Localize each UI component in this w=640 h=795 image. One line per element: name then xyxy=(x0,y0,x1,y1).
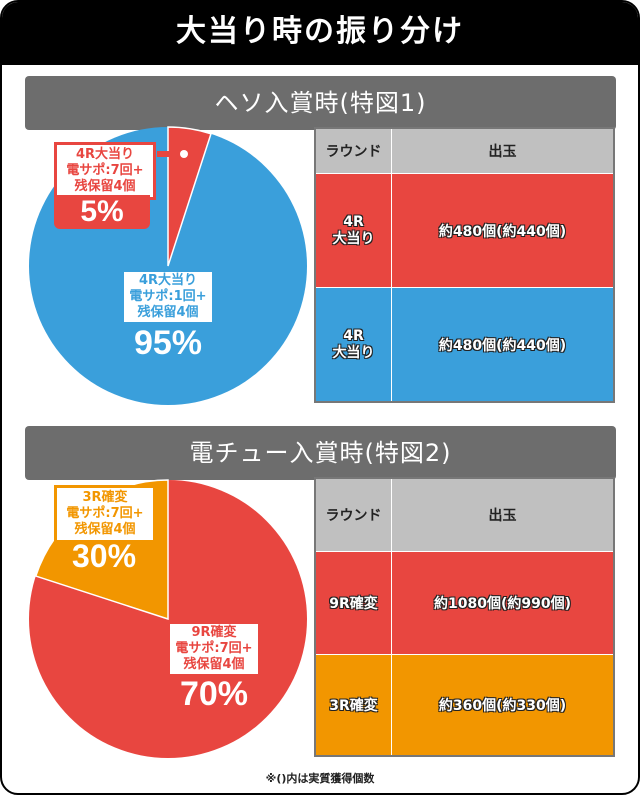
callout-line: 電サポ:7回+ xyxy=(66,506,144,521)
callout-line: 電サポ:7回+ xyxy=(66,163,144,178)
table-row: 4R 大当り 約480個(約440個) xyxy=(314,287,615,403)
col-header-payout: 出玉 xyxy=(391,127,615,174)
cell-round: 4R 大当り xyxy=(314,287,392,403)
pie-slice-4r-7kai xyxy=(167,126,212,267)
cell-round: 3R確変 xyxy=(314,654,392,757)
percent-label-5: 5% xyxy=(54,195,150,229)
payout-table-heso: ラウンド 出玉 4R 大当り 約480個(約440個) 4R 大当り 約480個… xyxy=(314,127,615,403)
section-heading-heso: ヘソ入賞時(特図1) xyxy=(25,76,616,130)
callout-line: 残保留4個 xyxy=(74,179,136,194)
callout-4r-7kai: 4R大当り 電サポ:7回+ 残保留4個 xyxy=(54,142,156,200)
cell-payout: 約1080個(約990個) xyxy=(391,551,615,655)
round-line: 大当り xyxy=(332,230,375,247)
cell-payout: 約360個(約330個) xyxy=(391,654,615,757)
leader-dot xyxy=(180,150,188,158)
round-line: 大当り xyxy=(332,344,375,361)
page-title: 大当り時の振り分け xyxy=(2,2,638,65)
callout-3r: 3R確変 電サポ:7回+ 残保留4個 xyxy=(54,485,156,543)
callout-line: 残保留4個 xyxy=(74,522,136,537)
cell-round: 4R 大当り xyxy=(314,173,392,288)
table-row: 4R 大当り 約480個(約440個) xyxy=(314,173,615,288)
footnote: ※()内は実質獲得個数 xyxy=(265,772,375,785)
round-line: 4R xyxy=(343,327,364,344)
table-header-row: ラウンド 出玉 xyxy=(314,477,615,552)
percent-label-95: 95% xyxy=(133,324,203,362)
callout-line: 4R大当り xyxy=(75,147,135,162)
cell-round: 9R確変 xyxy=(314,551,392,655)
col-header-round: ラウンド xyxy=(314,127,392,174)
callout-line: 残保留4個 xyxy=(183,657,245,672)
section-heading-denchu: 電チュー入賞時(特図2) xyxy=(25,426,616,480)
callout-line: 4R大当り xyxy=(138,273,198,288)
callout-4r-1kai: 4R大当り 電サポ:1回+ 残保留4個 xyxy=(124,272,212,322)
callout-line: 電サポ:1回+ xyxy=(129,289,207,304)
callout-line: 残保留4個 xyxy=(137,305,199,320)
payout-table-denchu: ラウンド 出玉 9R確変 約1080個(約990個) 3R確変 約360個(約3… xyxy=(314,477,615,757)
cell-payout: 約480個(約440個) xyxy=(391,173,615,288)
callout-9r: 9R確変 電サポ:7回+ 残保留4個 xyxy=(170,624,258,674)
percent-label-30: 30% xyxy=(71,538,137,574)
table-header-row: ラウンド 出玉 xyxy=(314,127,615,174)
callout-line: 電サポ:7回+ xyxy=(175,641,253,656)
callout-line: 3R確変 xyxy=(82,490,128,505)
col-header-round: ラウンド xyxy=(314,477,392,552)
cell-payout: 約480個(約440個) xyxy=(391,287,615,403)
table-row: 9R確変 約1080個(約990個) xyxy=(314,551,615,655)
round-line: 4R xyxy=(343,213,364,230)
percent-label-70: 70% xyxy=(179,675,249,713)
callout-line: 9R確変 xyxy=(191,625,237,640)
table-row: 3R確変 約360個(約330個) xyxy=(314,654,615,757)
col-header-payout: 出玉 xyxy=(391,477,615,552)
